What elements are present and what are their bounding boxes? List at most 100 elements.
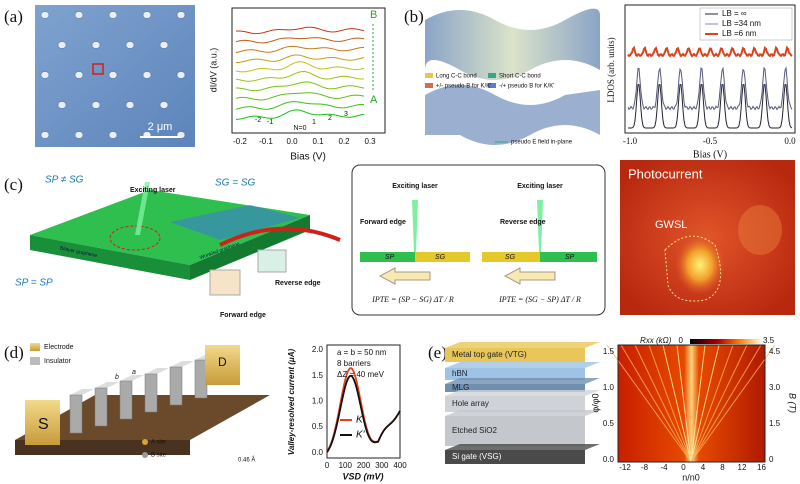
- rippled-sheet: [425, 8, 600, 81]
- layer: [445, 348, 585, 362]
- resistance-map: [618, 345, 765, 462]
- region-outline: [664, 235, 722, 302]
- spectrum: [235, 92, 365, 101]
- laser-beam: [135, 182, 150, 235]
- tick-label: 16: [757, 463, 766, 472]
- panel-label: (d): [4, 343, 24, 362]
- layer-label: hBN: [452, 369, 468, 378]
- y-axis-label: dI/dV (a.u.): [208, 48, 218, 93]
- barrier: [94, 387, 108, 427]
- y-axis-label: LDOS (arb. units): [606, 37, 616, 102]
- layer: [445, 416, 585, 446]
- bubble: [91, 101, 101, 109]
- fan-line: [690, 344, 762, 463]
- layer: [445, 378, 600, 384]
- tick-label: -0.5: [703, 136, 718, 146]
- bubble: [40, 11, 50, 19]
- plot-frame: [624, 4, 796, 134]
- spectrum: [628, 84, 793, 129]
- layer: [445, 450, 585, 464]
- colorbar-label: Rxx (kΩ): [640, 336, 672, 345]
- electrode-label: D: [218, 355, 227, 369]
- x-axis-label: Bias (V): [693, 149, 727, 160]
- bubble: [57, 101, 67, 109]
- edge-bar: [482, 252, 597, 262]
- tick-label: 0.5: [603, 419, 615, 428]
- spectra: [235, 26, 365, 120]
- tick-label: 4.5: [769, 347, 781, 356]
- spectra: [627, 45, 793, 129]
- wrinkled-region: [170, 205, 300, 240]
- tick-label: 2.0: [312, 345, 324, 354]
- annotation: Forward edge: [220, 312, 266, 319]
- colorbar: [690, 339, 760, 344]
- spectrum: [236, 54, 365, 63]
- panel-label: (a): [4, 7, 23, 26]
- barrier: [119, 380, 133, 420]
- layer-label: Hole array: [452, 399, 489, 408]
- tick-label: 0.0: [784, 136, 796, 146]
- spectrum: [235, 109, 365, 120]
- laser-beam: [412, 200, 418, 252]
- tick-label: -1.0: [623, 136, 638, 146]
- annotation: a = b = 50 nm: [337, 348, 387, 357]
- edge-bar: [540, 252, 597, 262]
- annotation: Reverse edge: [500, 219, 546, 226]
- tick-label: -4: [660, 463, 668, 472]
- bubble: [176, 11, 186, 19]
- tick-label: -0.1: [259, 137, 273, 146]
- formula: IPTE = (SG − SP) ΔT / R: [498, 295, 581, 304]
- fan-line: [676, 344, 692, 463]
- layer: [445, 384, 585, 392]
- edge-bar: [415, 252, 470, 262]
- legend-label: Electrode: [44, 344, 74, 351]
- layer: [445, 410, 600, 416]
- barriers: [69, 354, 219, 434]
- arrow: [219, 226, 341, 247]
- tick-label: 0.1: [312, 137, 324, 146]
- annotation: ΔZ = 40 meV: [337, 370, 385, 379]
- spectrum: [627, 66, 793, 111]
- plot-frame: [617, 344, 766, 463]
- annotation: Exciting laser: [130, 187, 176, 194]
- layer: [445, 342, 600, 348]
- legend-label: -/+ pseudo B for K/K': [499, 84, 554, 90]
- x-axis-label: VSD (mV): [342, 471, 383, 481]
- tick-label: -1: [267, 119, 273, 126]
- barrier: [169, 366, 183, 406]
- annotation: Exciting laser: [392, 183, 438, 190]
- legend-label: Short C-C bond: [499, 74, 541, 80]
- legend-label: K: [356, 415, 364, 426]
- bubble: [40, 71, 50, 79]
- tick-label: 0.2: [338, 137, 350, 146]
- signal-inset: [257, 249, 287, 273]
- annotation: A site: [151, 440, 166, 446]
- tick-label: 3: [344, 111, 348, 118]
- tick-label: N=0: [293, 125, 306, 132]
- tick-label: 0.3: [364, 137, 376, 146]
- x-axis-label: n/n0: [682, 472, 700, 482]
- layer: [445, 396, 585, 412]
- layer-label: Etched SiO2: [452, 426, 497, 435]
- tick-label: 1.0: [603, 383, 615, 392]
- fan-line: [648, 344, 692, 463]
- fan-lines: [606, 344, 776, 463]
- barrier: [95, 382, 119, 388]
- panel-label: (b): [404, 7, 424, 26]
- legend-label: Long C-C bond: [436, 74, 477, 80]
- tick-label: 0.0: [312, 448, 324, 457]
- region-label: GWSL: [655, 219, 687, 231]
- highlight-box: [92, 63, 104, 75]
- layer-label: Metal top gate (VTG): [452, 350, 527, 359]
- annotation: SP = SP: [15, 278, 53, 289]
- tick-label: 1.5: [312, 371, 324, 380]
- laser-beam: [537, 200, 543, 252]
- bubble: [142, 71, 152, 79]
- sample-side: [30, 235, 190, 280]
- barrier: [70, 389, 94, 395]
- legend-swatch: [425, 73, 433, 78]
- bottom-label: A: [370, 94, 378, 106]
- spectrum: [235, 26, 365, 35]
- legend-label: LB =6 nm: [722, 29, 757, 38]
- tick-label: -12: [619, 463, 631, 472]
